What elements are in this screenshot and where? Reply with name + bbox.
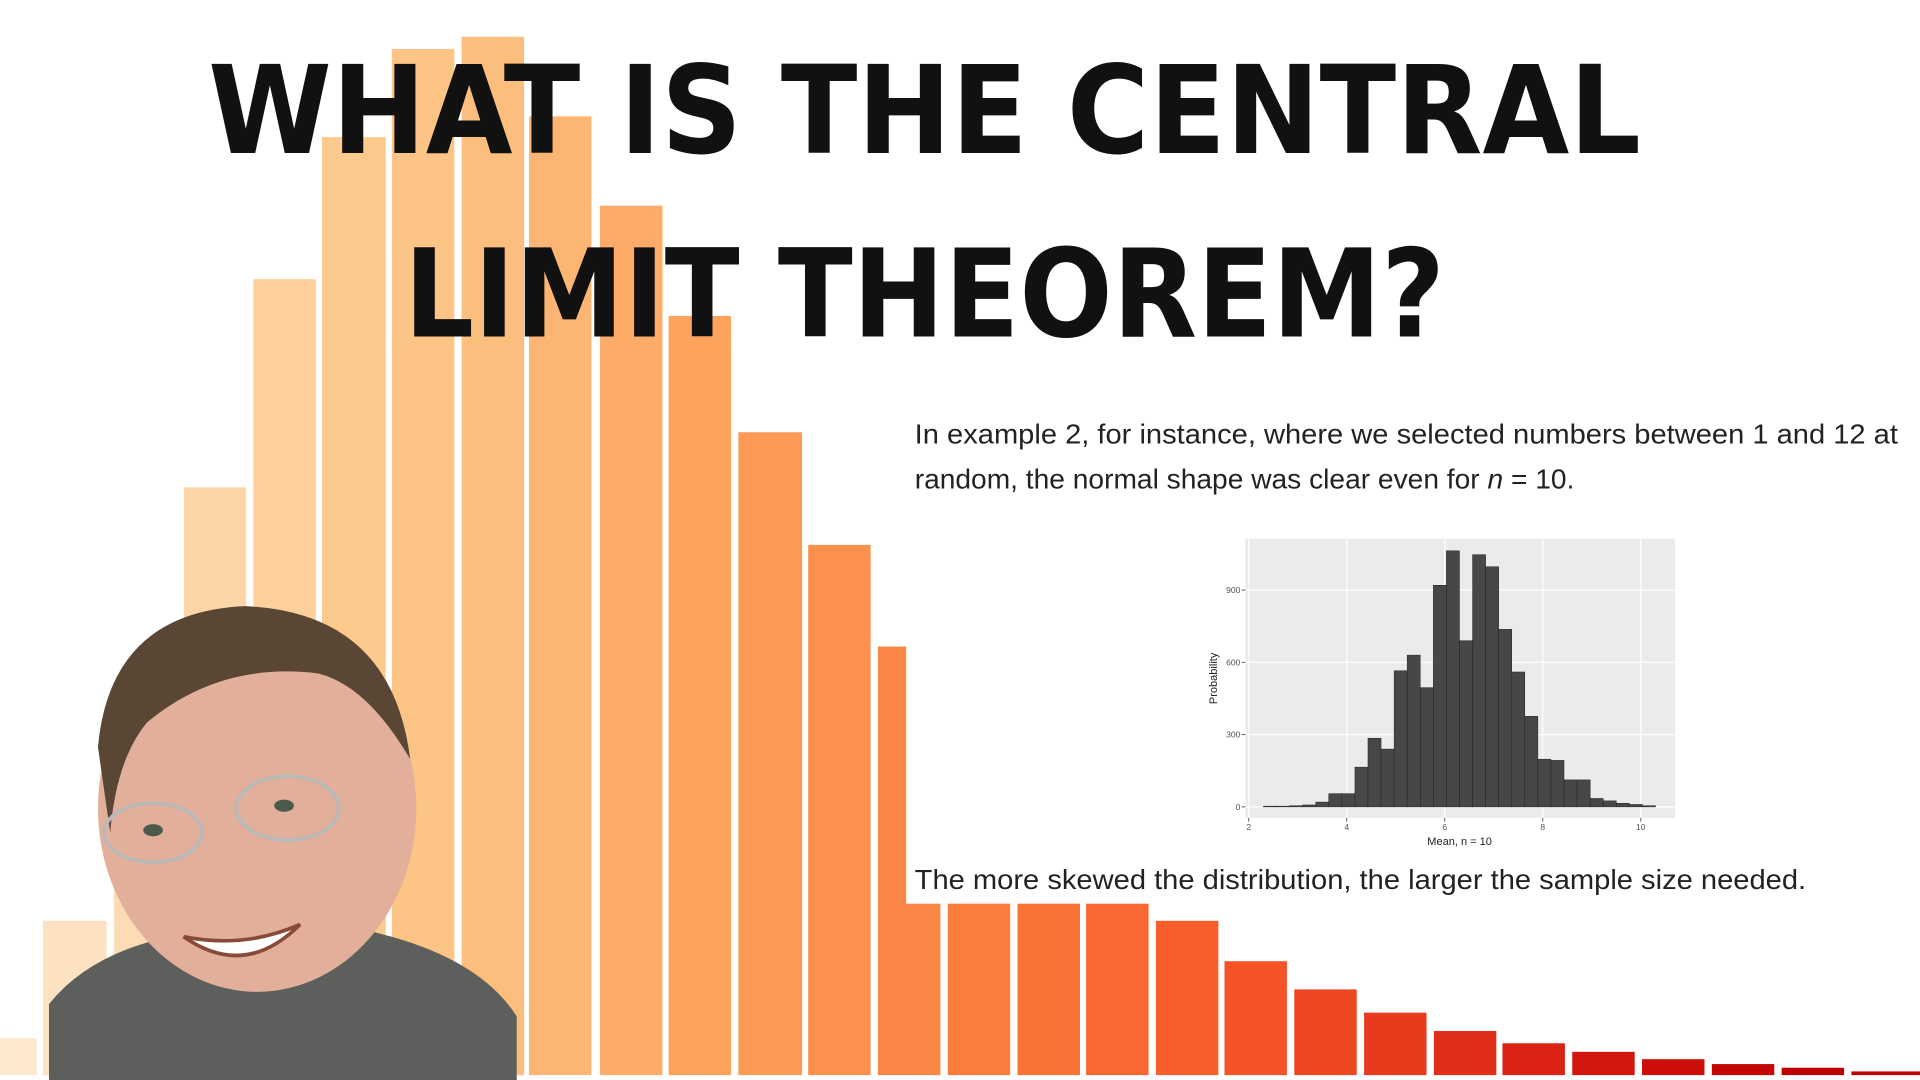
closing-text: The more skewed the distribution, the la… bbox=[915, 864, 1806, 895]
bar bbox=[1563, 779, 1578, 808]
x-tick-label: 6 bbox=[1442, 822, 1447, 832]
bar bbox=[1472, 554, 1486, 808]
bar bbox=[1485, 566, 1499, 808]
histogram: Mean, n = 10 Probability 0 300 600 900 2 4 6 8 1… bbox=[1208, 538, 1676, 848]
equation: = 10. bbox=[1511, 464, 1574, 495]
x-tick-label: 4 bbox=[1344, 822, 1349, 832]
bar bbox=[1589, 798, 1604, 808]
y-tick-label: 600 bbox=[1226, 657, 1241, 667]
bar bbox=[1524, 716, 1539, 808]
bar bbox=[1642, 805, 1656, 808]
bar bbox=[1341, 793, 1356, 808]
bar bbox=[1616, 803, 1630, 808]
bar bbox=[1420, 687, 1434, 808]
paragraph-line: In example 2, for instance, where we sel… bbox=[915, 418, 1898, 449]
y-tick-label: 0 bbox=[1236, 802, 1241, 812]
bar bbox=[1276, 805, 1290, 808]
bar bbox=[1328, 793, 1343, 808]
bar bbox=[1433, 585, 1447, 808]
bar bbox=[1537, 758, 1552, 808]
bar bbox=[1602, 800, 1617, 808]
paragraph-line: random, the normal shape was clear even … bbox=[915, 464, 1575, 495]
bar bbox=[1289, 805, 1303, 808]
x-tick-label: 8 bbox=[1540, 822, 1545, 832]
bar bbox=[1576, 779, 1591, 808]
bar bbox=[1354, 766, 1369, 808]
bar bbox=[1315, 801, 1330, 808]
bar bbox=[1498, 629, 1513, 808]
bar bbox=[1629, 804, 1643, 808]
y-tick-label: 900 bbox=[1226, 585, 1241, 595]
bar bbox=[1511, 671, 1526, 808]
bar bbox=[1263, 805, 1277, 808]
y-axis-label: Probability bbox=[1208, 652, 1220, 704]
title-line: WHAT IS THE CENTRAL bbox=[208, 39, 1641, 182]
bar bbox=[1367, 737, 1382, 808]
bar bbox=[1550, 760, 1565, 808]
bar bbox=[1302, 804, 1316, 808]
bar bbox=[1406, 654, 1421, 808]
bar bbox=[1380, 748, 1395, 808]
bar bbox=[1459, 640, 1473, 808]
bar bbox=[1446, 550, 1460, 808]
y-tick-label: 300 bbox=[1226, 730, 1241, 740]
presenter-photo bbox=[48, 606, 517, 1080]
bar bbox=[1393, 670, 1408, 808]
variable: n bbox=[1488, 464, 1504, 495]
x-axis-label: Mean, n = 10 bbox=[1427, 836, 1492, 848]
x-tick-label: 2 bbox=[1246, 822, 1251, 832]
title-line: LIMIT THEOREM? bbox=[404, 223, 1445, 366]
x-tick-label: 10 bbox=[1636, 822, 1646, 832]
text: random, the normal shape was clear even … bbox=[915, 464, 1480, 495]
